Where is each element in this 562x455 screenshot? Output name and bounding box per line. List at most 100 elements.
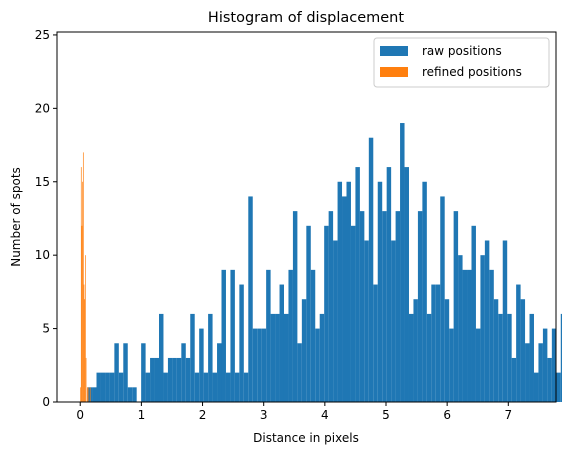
histogram-bar — [194, 372, 200, 402]
histogram-bar — [391, 240, 396, 402]
histogram-bar — [453, 211, 459, 402]
y-axis-label: Number of spots — [9, 167, 23, 267]
y-tick-label: 25 — [35, 28, 50, 42]
histogram-bar — [217, 343, 222, 402]
y-tick-label: 15 — [35, 175, 50, 189]
histogram-bar — [80, 387, 81, 402]
histogram-bar — [435, 284, 441, 402]
histogram-bar — [489, 269, 494, 402]
histogram-bar — [556, 372, 561, 402]
histogram-bar — [270, 313, 276, 402]
chart-title: Histogram of displacement — [208, 10, 404, 26]
histogram-bar — [80, 167, 82, 402]
histogram-bar — [467, 269, 472, 402]
histogram-bar — [382, 211, 387, 402]
histogram-bar — [234, 372, 240, 402]
histogram-bar — [239, 284, 244, 402]
plot-frame — [56, 31, 557, 403]
histogram-bar — [493, 299, 499, 402]
histogram-bar — [261, 328, 267, 402]
histogram-bar — [310, 269, 316, 402]
histogram-bar — [154, 357, 160, 402]
histogram-bar — [297, 343, 302, 402]
histogram-bar — [123, 343, 128, 402]
histogram-bar — [408, 313, 414, 402]
histogram-bar — [400, 123, 405, 403]
histogram-bar — [324, 225, 329, 402]
histogram-bar — [87, 387, 89, 402]
histogram-bar — [212, 372, 218, 402]
histogram-bar — [292, 211, 298, 402]
histogram-bar — [85, 255, 86, 402]
histogram-bar — [83, 284, 85, 402]
histogram-bar — [315, 328, 320, 402]
histogram-bar — [368, 137, 374, 402]
histogram-bar — [373, 284, 378, 402]
x-tick-label: 0 — [76, 408, 84, 422]
histogram-bar — [422, 181, 427, 402]
y-tick-label: 0 — [42, 395, 50, 409]
histogram-bar — [100, 372, 106, 402]
histogram-bar — [471, 225, 476, 402]
histogram-bar — [82, 152, 84, 402]
x-tick-label: 4 — [321, 408, 329, 422]
histogram-bar — [364, 240, 369, 402]
histogram-bar — [96, 372, 101, 402]
histogram-bar — [176, 357, 182, 402]
histogram-bar — [431, 284, 436, 402]
legend-swatch — [380, 67, 408, 77]
histogram-bar — [150, 357, 155, 402]
series-1 — [80, 152, 91, 402]
histogram-bar — [426, 313, 432, 402]
histogram-bar — [172, 357, 177, 402]
histogram-bar — [444, 299, 450, 402]
histogram-bar — [145, 372, 151, 402]
x-tick-label: 1 — [138, 408, 146, 422]
histogram-bar — [89, 387, 91, 402]
histogram-bar — [118, 372, 124, 402]
histogram-bar — [167, 357, 173, 402]
histogram-bar — [484, 240, 490, 402]
histogram-bar — [498, 313, 503, 402]
x-tick-label: 5 — [382, 408, 390, 422]
histogram-bar — [533, 372, 539, 402]
histogram-bar — [199, 328, 204, 402]
y-axis: 0 5 10 15 20 25 — [35, 28, 57, 409]
histogram-bar — [301, 299, 307, 402]
histogram-bar — [516, 284, 521, 402]
legend-label: raw positions — [422, 44, 502, 58]
histogram-bar — [306, 225, 311, 402]
histogram-bar — [105, 372, 110, 402]
histogram-bar — [208, 313, 213, 402]
histogram-bar — [87, 387, 93, 402]
histogram-bar — [525, 343, 530, 402]
histogram-bar — [185, 357, 191, 402]
histogram-bar — [283, 313, 289, 402]
histogram-bar — [458, 255, 463, 402]
histogram-bar — [159, 313, 164, 402]
x-tick-label: 3 — [260, 408, 268, 422]
histogram-bar — [163, 372, 168, 402]
histogram-bar — [221, 269, 226, 402]
histogram-bar — [395, 211, 401, 402]
histogram-bar — [87, 387, 88, 402]
histogram-bar — [243, 372, 249, 402]
histogram-bar — [520, 299, 526, 402]
y-tick-label: 5 — [42, 322, 50, 336]
histogram-bar — [440, 196, 445, 402]
y-tick-label: 20 — [35, 101, 50, 115]
histogram-bar — [141, 343, 146, 402]
histogram-bar — [85, 357, 87, 402]
x-axis-label: Distance in pixels — [253, 431, 359, 445]
histogram-bar — [84, 299, 86, 402]
histogram-bar — [230, 269, 235, 402]
histogram-bar — [386, 167, 392, 402]
histogram-bar — [377, 181, 383, 402]
histogram-bar — [337, 181, 343, 402]
histogram-bar — [114, 343, 119, 402]
histogram-bar — [248, 196, 253, 402]
histogram-bar — [257, 328, 262, 402]
histogram-bar — [502, 240, 508, 402]
histogram-bar — [404, 167, 409, 402]
